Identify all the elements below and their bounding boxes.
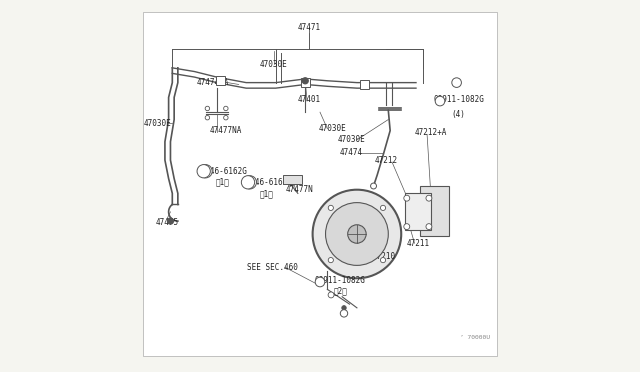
Circle shape xyxy=(199,164,212,178)
Text: 47030E: 47030E xyxy=(260,60,288,69)
Text: 47475: 47475 xyxy=(156,218,179,227)
Text: 47401: 47401 xyxy=(298,95,321,104)
Circle shape xyxy=(205,106,210,111)
Circle shape xyxy=(404,224,410,230)
Circle shape xyxy=(316,277,324,287)
Text: 47211: 47211 xyxy=(406,239,429,248)
Text: 08146-6162G: 08146-6162G xyxy=(196,167,248,176)
Circle shape xyxy=(452,78,461,87)
Bar xyxy=(301,78,310,87)
Circle shape xyxy=(371,183,376,189)
Text: S: S xyxy=(246,180,250,185)
Text: 08146-6162G: 08146-6162G xyxy=(241,178,292,187)
Circle shape xyxy=(223,106,228,111)
Text: （1）: （1） xyxy=(260,189,273,198)
Circle shape xyxy=(302,78,308,84)
Text: S: S xyxy=(204,168,207,174)
Polygon shape xyxy=(405,193,431,230)
Circle shape xyxy=(243,176,257,189)
Text: （2）: （2） xyxy=(333,287,348,296)
Text: N: N xyxy=(438,99,442,103)
Circle shape xyxy=(205,115,210,120)
Text: N: N xyxy=(455,80,458,85)
Circle shape xyxy=(435,96,445,106)
Circle shape xyxy=(340,310,348,317)
Circle shape xyxy=(426,195,432,201)
Text: N: N xyxy=(342,311,346,316)
Circle shape xyxy=(342,306,346,310)
Circle shape xyxy=(326,203,388,265)
FancyBboxPatch shape xyxy=(143,13,497,356)
Text: 47210: 47210 xyxy=(372,251,396,261)
Text: 47030E: 47030E xyxy=(319,124,347,133)
Text: 47030E: 47030E xyxy=(337,135,365,144)
Text: 47474: 47474 xyxy=(340,148,363,157)
Text: 47477NA: 47477NA xyxy=(210,126,242,135)
Circle shape xyxy=(223,115,228,120)
Text: 47477N: 47477N xyxy=(286,185,314,194)
Circle shape xyxy=(426,224,432,230)
Text: （1）: （1） xyxy=(215,178,229,187)
Text: N: N xyxy=(318,279,322,285)
Circle shape xyxy=(404,195,410,201)
Text: 08911-1082G: 08911-1082G xyxy=(315,276,365,285)
Circle shape xyxy=(197,164,211,178)
Circle shape xyxy=(168,218,173,224)
Circle shape xyxy=(380,257,386,263)
Polygon shape xyxy=(420,186,449,236)
Text: 47212+A: 47212+A xyxy=(415,128,447,137)
Text: S: S xyxy=(248,179,252,185)
Circle shape xyxy=(380,205,386,211)
Bar xyxy=(360,80,369,89)
Bar xyxy=(216,76,225,85)
Bar xyxy=(283,175,301,184)
Text: 47212: 47212 xyxy=(375,155,398,165)
Text: SEE SEC.460: SEE SEC.460 xyxy=(246,263,298,272)
Circle shape xyxy=(328,257,333,263)
Circle shape xyxy=(312,190,401,278)
Text: 47474+A: 47474+A xyxy=(196,78,229,87)
Circle shape xyxy=(328,205,333,211)
Circle shape xyxy=(328,292,334,298)
Text: 08911-1082G: 08911-1082G xyxy=(433,95,484,104)
Circle shape xyxy=(241,176,255,189)
Circle shape xyxy=(348,225,366,243)
Text: ’ 70000U: ’ 70000U xyxy=(460,335,490,340)
Text: (4): (4) xyxy=(452,109,465,119)
Text: 47030E: 47030E xyxy=(143,119,172,128)
Text: S: S xyxy=(202,169,205,174)
Text: 47471: 47471 xyxy=(298,23,321,32)
